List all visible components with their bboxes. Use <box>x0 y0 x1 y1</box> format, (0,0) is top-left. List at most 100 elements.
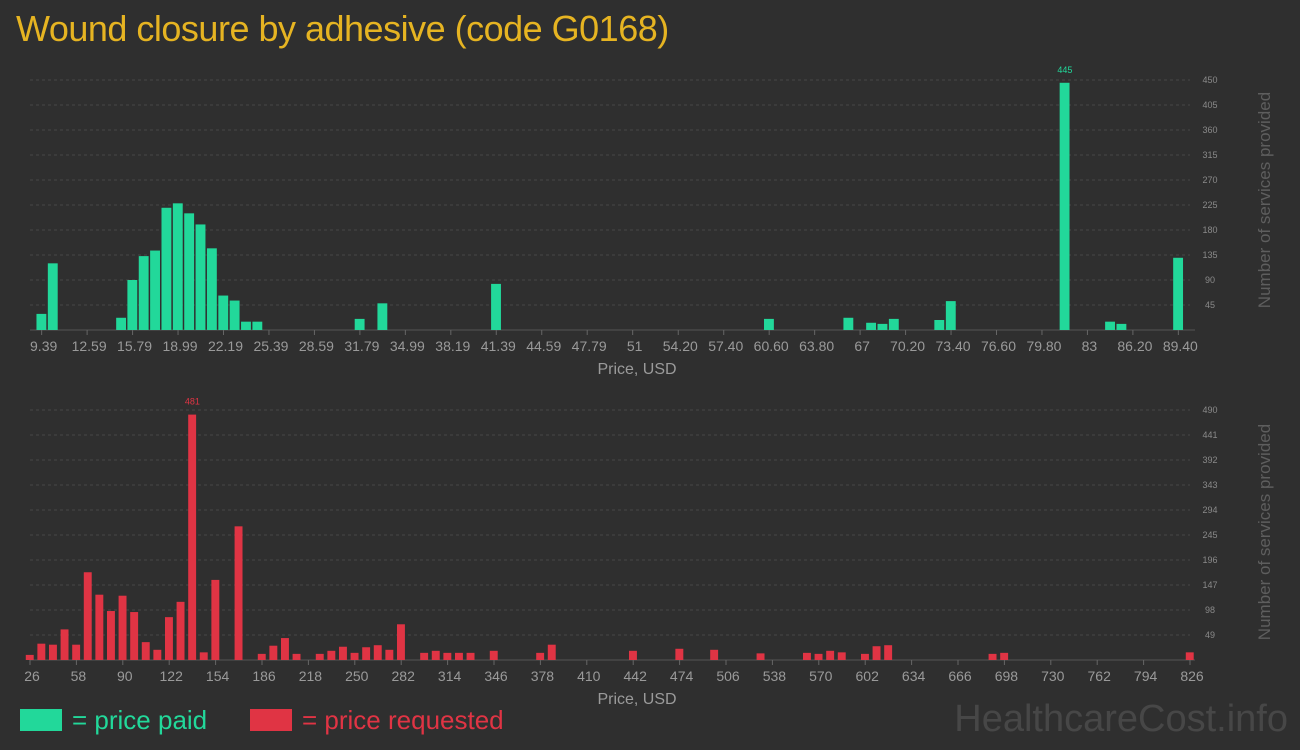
watermark: HealthcareCost.info <box>954 698 1288 740</box>
histogram-bar <box>150 250 160 330</box>
histogram-bar <box>1105 321 1115 330</box>
histogram-bar <box>338 646 347 660</box>
peak-value-label: 445 <box>1057 65 1072 75</box>
x-tick-label: 12.59 <box>72 338 107 354</box>
histogram-bar <box>628 650 637 660</box>
x-tick-label: 76.60 <box>981 338 1016 354</box>
y-tick-label: 315 <box>1202 150 1217 160</box>
x-tick-label: 18.99 <box>163 338 198 354</box>
histogram-bar <box>860 653 869 660</box>
histogram-bar <box>184 213 195 330</box>
y-tick-label: 225 <box>1202 200 1217 210</box>
histogram-bar <box>1059 82 1070 331</box>
x-tick-label: 314 <box>438 668 462 684</box>
histogram-bar <box>188 414 197 660</box>
histogram-bar <box>241 321 251 330</box>
histogram-bar <box>138 256 149 330</box>
x-tick-label: 86.20 <box>1117 338 1152 354</box>
x-tick-label: 89.40 <box>1163 338 1198 354</box>
histogram-bar <box>292 653 301 660</box>
x-tick-label: 83 <box>1082 338 1098 354</box>
histogram-bar <box>988 653 997 660</box>
peak-value-label: 481 <box>185 397 200 407</box>
histogram-bar <box>489 650 498 660</box>
histogram-bar <box>675 648 684 660</box>
histogram-bar <box>218 295 229 330</box>
x-tick-label: 26 <box>24 668 40 684</box>
histogram-bar <box>431 650 440 660</box>
x-tick-label: 442 <box>624 668 648 684</box>
histogram-bar <box>710 649 719 660</box>
x-tick-label: 506 <box>716 668 740 684</box>
x-tick-label: 634 <box>902 668 926 684</box>
histogram-bar <box>837 652 846 660</box>
histogram-bar <box>385 649 394 660</box>
x-tick-label: 28.59 <box>299 338 334 354</box>
x-tick-label: 51 <box>627 338 643 354</box>
chart-title: Wound closure by adhesive (code G0168) <box>16 8 669 49</box>
histogram-bar <box>229 300 240 330</box>
histogram-bar <box>280 638 289 660</box>
y-tick-label: 405 <box>1202 100 1217 110</box>
y-tick-label: 180 <box>1202 225 1217 235</box>
histogram-bar <box>252 321 263 330</box>
histogram-bar <box>945 301 956 330</box>
y-tick-label: 294 <box>1202 505 1217 515</box>
x-tick-label: 698 <box>995 668 1019 684</box>
x-tick-label: 15.79 <box>117 338 152 354</box>
x-tick-label: 79.80 <box>1026 338 1061 354</box>
histogram-bar <box>315 653 324 660</box>
histogram-bar <box>373 645 382 660</box>
y-tick-label: 45 <box>1205 300 1215 310</box>
x-tick-label: 9.39 <box>30 338 57 354</box>
y-tick-label: 392 <box>1202 455 1217 465</box>
histogram-bar <box>161 207 172 330</box>
x-tick-label: 122 <box>160 668 184 684</box>
y-tick-label: 360 <box>1202 125 1217 135</box>
x-tick-label: 58 <box>71 668 87 684</box>
histogram-bar <box>327 650 336 660</box>
histogram-bar <box>420 652 429 660</box>
histogram-bar <box>25 654 34 660</box>
histogram-bar <box>877 323 888 330</box>
x-tick-label: 602 <box>856 668 880 684</box>
histogram-bar <box>48 644 57 660</box>
x-tick-label: 31.79 <box>344 338 379 354</box>
histogram-bar <box>116 317 127 330</box>
legend-label-paid: = price paid <box>72 704 208 735</box>
histogram-bar <box>756 653 765 660</box>
histogram-bar <box>466 652 475 660</box>
x-tick-label: 666 <box>948 668 972 684</box>
histogram-bar <box>95 594 104 660</box>
x-tick-label: 38.19 <box>435 338 470 354</box>
histogram-bar <box>1116 323 1127 330</box>
histogram-bar <box>1185 652 1194 660</box>
x-tick-label: 47.79 <box>572 338 607 354</box>
histogram-bar <box>888 318 899 330</box>
x-tick-label: 90 <box>117 668 133 684</box>
legend-item-paid: = price paid <box>20 705 207 735</box>
histogram-bar <box>176 601 185 660</box>
histogram-bar <box>396 624 405 660</box>
y-tick-label: 245 <box>1202 530 1217 540</box>
y-tick-label: 98 <box>1205 605 1215 615</box>
histogram-bar <box>1000 652 1009 660</box>
histogram-bar <box>354 318 365 330</box>
x-tick-label: 41.39 <box>481 338 516 354</box>
histogram-bar <box>141 642 150 660</box>
histogram-bar <box>206 248 217 330</box>
histogram-bar <box>350 652 359 660</box>
x-tick-label: 730 <box>1041 668 1065 684</box>
x-tick-label: 410 <box>577 668 601 684</box>
x-tick-label: 54.20 <box>663 338 698 354</box>
histogram-bar <box>153 649 162 660</box>
x-axis-label: Price, USD <box>597 691 676 708</box>
histogram-bar <box>866 322 877 330</box>
y-tick-label: 90 <box>1205 275 1215 285</box>
histogram-bar <box>211 579 220 660</box>
histogram-bar <box>764 318 774 330</box>
histogram-bar <box>130 612 139 660</box>
histogram-bar <box>164 617 173 660</box>
histogram-bar <box>802 652 811 660</box>
y-tick-label: 135 <box>1202 250 1217 260</box>
